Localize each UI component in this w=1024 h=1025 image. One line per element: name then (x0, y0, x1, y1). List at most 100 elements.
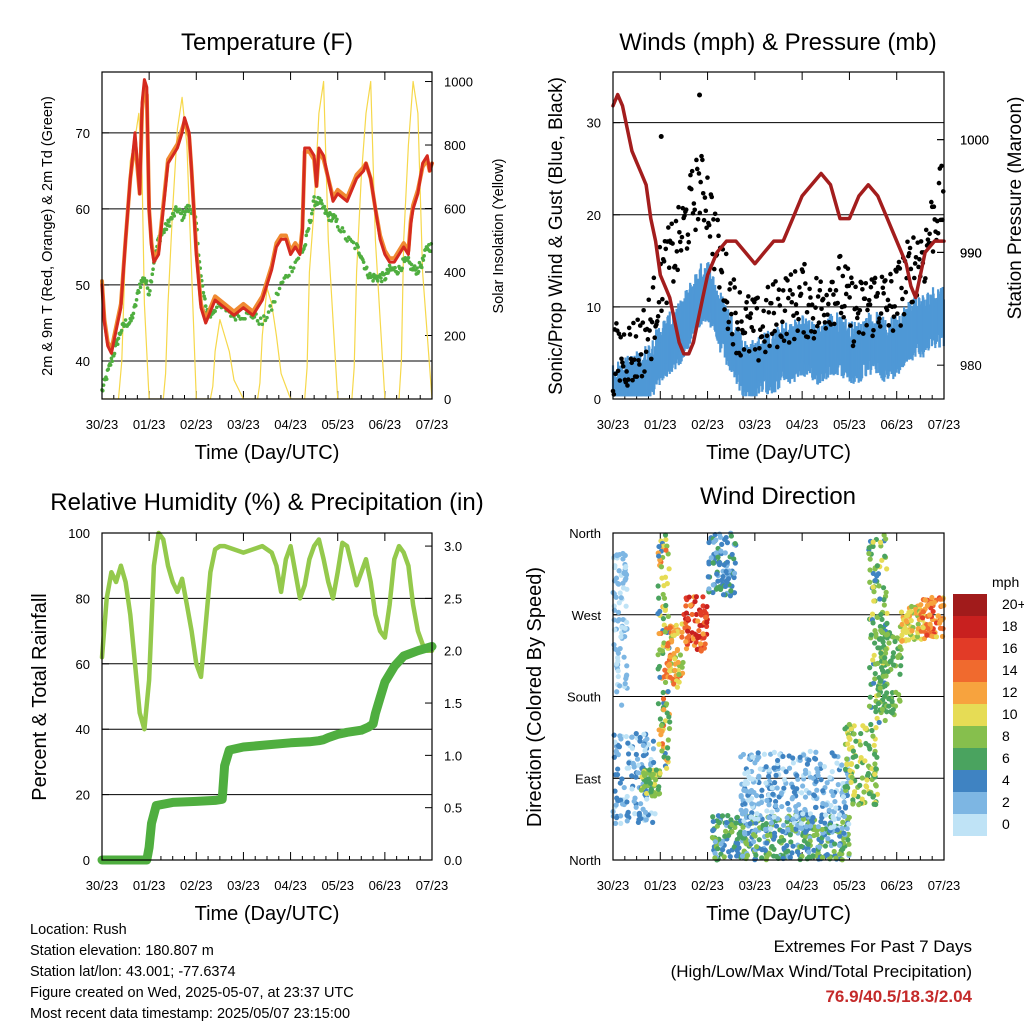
gust-point (661, 259, 667, 264)
wind-direction-point (879, 616, 885, 622)
panel-title: Temperature (F) (181, 29, 353, 56)
wind-direction-point (623, 575, 629, 582)
gust-point (673, 218, 679, 224)
wind-direction-point (871, 801, 877, 807)
gust-point (923, 227, 929, 233)
wind-direction-point (844, 825, 850, 832)
wind-direction-point (876, 719, 882, 726)
wind-direction-point (872, 577, 878, 584)
temp9m-line (100, 85, 434, 352)
wind-direction-point (836, 842, 843, 848)
wind-direction-point (800, 816, 807, 822)
wind-direction-point (614, 647, 620, 653)
gust-point (772, 328, 778, 334)
wind-direction-point (740, 824, 746, 830)
wind-direction-point (938, 617, 945, 623)
wind-direction-point (868, 632, 874, 638)
wind-direction-point (927, 612, 933, 618)
wind-direction-point (615, 766, 621, 772)
wind-direction-point (713, 550, 719, 556)
gust-point (786, 295, 791, 301)
wind-direction-point (648, 789, 654, 795)
panel-3: Relative Humidity (%) & Precipitation (i… (29, 489, 484, 925)
wind-direction-point (655, 786, 661, 792)
wind-direction-point (755, 750, 761, 756)
dewpoint-point (109, 356, 114, 361)
dewpoint-point (287, 273, 291, 278)
dewpoint-point (406, 255, 411, 260)
wind-direction-point (834, 760, 840, 766)
dewpoint-point (134, 298, 139, 302)
wind-direction-point (742, 810, 749, 816)
x-tick-label: 30/23 (86, 878, 119, 893)
wind-direction-point (742, 801, 748, 807)
gust-point (907, 245, 913, 251)
gust-point (764, 333, 770, 339)
y2-tick-label: 400 (444, 265, 466, 280)
gust-point (777, 303, 783, 308)
gust-point (827, 287, 833, 293)
dewpoint-point (419, 265, 424, 270)
dewpoint-point (291, 266, 296, 270)
wind-direction-point (624, 619, 630, 625)
dewpoint-point (174, 205, 178, 209)
wind-direction-point (756, 837, 762, 843)
x-tick-label: 05/23 (321, 878, 354, 893)
extremes-subtitle: (High/Low/Max Wind/Total Precipitation) (670, 962, 972, 981)
legend-label: 20+ (1002, 596, 1024, 612)
wind-direction-point (621, 784, 627, 791)
wind-direction-point (674, 684, 681, 690)
wind-direction-point (661, 674, 667, 680)
gust-point (824, 292, 829, 298)
wind-direction-point (623, 673, 629, 679)
wind-direction-point (867, 567, 873, 573)
wind-direction-point (662, 667, 668, 673)
wind-direction-point (650, 819, 656, 825)
wind-direction-point (724, 540, 731, 546)
wind-direction-point (741, 829, 748, 836)
wind-direction-point (729, 829, 735, 835)
wind-direction-point (831, 848, 837, 855)
gust-point (695, 216, 701, 222)
gust-point (683, 207, 689, 212)
y-tick-label: 70 (76, 126, 90, 141)
gust-point (872, 280, 877, 285)
wind-direction-point (802, 806, 808, 813)
x-tick-label: 06/23 (369, 417, 402, 432)
wind-direction-point (872, 771, 878, 778)
wind-direction-point (632, 811, 638, 817)
gust-point (649, 319, 655, 325)
wind-direction-point (867, 694, 873, 700)
gust-point (638, 352, 644, 357)
wind-direction-point (701, 635, 707, 641)
wind-direction-point (771, 749, 777, 755)
gust-point (879, 274, 885, 280)
wind-direction-point (664, 543, 670, 549)
wind-direction-point (871, 742, 877, 748)
x-tick-label: 02/23 (691, 417, 724, 432)
wind-direction-point (722, 550, 728, 556)
wind-direction-point (665, 613, 671, 619)
gust-point (760, 324, 766, 329)
wind-direction-point (869, 611, 876, 617)
wind-direction-point (870, 794, 876, 800)
wind-direction-point (676, 679, 682, 685)
gust-point (700, 157, 705, 163)
wind-direction-point (816, 844, 823, 850)
wind-direction-point (728, 533, 734, 539)
gust-point (773, 279, 778, 284)
wind-direction-point (656, 543, 662, 550)
y2-tick-label: 200 (444, 329, 466, 344)
gust-point (854, 305, 859, 311)
wind-direction-point (720, 573, 726, 580)
gust-point (787, 287, 793, 293)
dewpoint-point (290, 269, 294, 274)
wind-direction-point (870, 620, 876, 626)
y2-tick-label: 1.5 (444, 696, 462, 711)
wind-direction-point (871, 598, 877, 604)
dewpoint-point (428, 249, 433, 254)
panel-1: Temperature (F) 30/23 01/23 02/23 03/23 04/23… (40, 29, 507, 464)
wind-direction-point (849, 774, 855, 780)
wind-direction-point (909, 628, 915, 634)
gust-point (881, 291, 886, 296)
